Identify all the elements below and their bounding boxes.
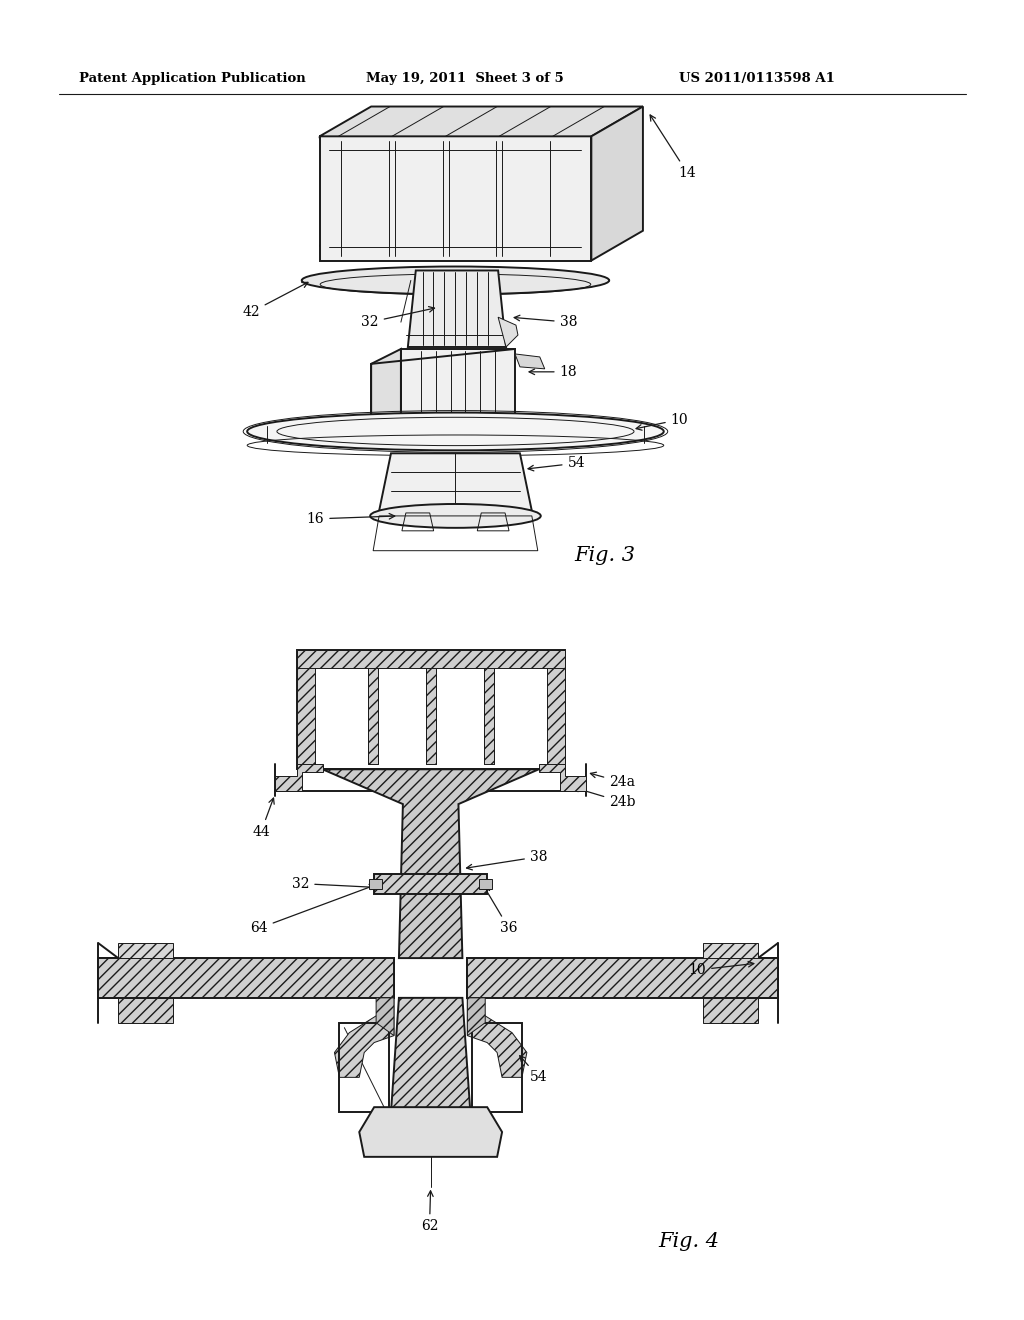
Text: 44: 44 [252, 799, 274, 840]
Text: 24a: 24a [591, 772, 635, 789]
Text: 32: 32 [361, 306, 434, 329]
Text: 10: 10 [688, 961, 754, 977]
Polygon shape [374, 874, 487, 894]
Text: 54: 54 [520, 1056, 548, 1084]
Polygon shape [703, 944, 758, 958]
Polygon shape [479, 879, 493, 888]
Ellipse shape [370, 504, 541, 528]
Text: Patent Application Publication: Patent Application Publication [79, 71, 305, 84]
Polygon shape [426, 668, 435, 764]
Text: 10: 10 [636, 413, 688, 430]
Text: 54: 54 [528, 457, 585, 471]
Polygon shape [401, 348, 515, 417]
Polygon shape [335, 998, 394, 1077]
Text: 32: 32 [292, 876, 395, 891]
Text: 62: 62 [421, 1191, 438, 1233]
Polygon shape [408, 271, 506, 347]
Polygon shape [591, 107, 643, 260]
Polygon shape [275, 764, 323, 791]
Polygon shape [319, 136, 591, 260]
Polygon shape [483, 668, 494, 764]
Polygon shape [379, 453, 531, 511]
Polygon shape [371, 348, 401, 432]
Polygon shape [370, 879, 382, 888]
Ellipse shape [247, 413, 664, 450]
Polygon shape [467, 958, 778, 998]
Text: 24b: 24b [573, 787, 636, 809]
Polygon shape [547, 649, 564, 770]
Text: 64: 64 [250, 884, 375, 936]
Polygon shape [467, 998, 485, 1036]
Polygon shape [319, 107, 643, 136]
Polygon shape [359, 1107, 502, 1156]
Text: May 19, 2011  Sheet 3 of 5: May 19, 2011 Sheet 3 of 5 [367, 71, 564, 84]
Text: 18: 18 [529, 364, 578, 379]
Ellipse shape [302, 267, 609, 294]
Polygon shape [391, 998, 470, 1113]
Polygon shape [297, 649, 314, 770]
Text: Fig. 3: Fig. 3 [574, 546, 636, 565]
Text: US 2011/0113598 A1: US 2011/0113598 A1 [679, 71, 835, 84]
Polygon shape [515, 354, 545, 368]
Polygon shape [323, 770, 539, 958]
Polygon shape [376, 998, 394, 1036]
Polygon shape [467, 998, 527, 1077]
Polygon shape [118, 944, 173, 958]
Polygon shape [118, 998, 173, 1023]
Polygon shape [498, 317, 518, 347]
Polygon shape [368, 668, 378, 764]
Polygon shape [539, 764, 587, 791]
Text: 42: 42 [243, 282, 308, 319]
Text: 14: 14 [650, 115, 696, 180]
Text: 16: 16 [306, 512, 395, 525]
Polygon shape [297, 649, 564, 668]
Text: 38: 38 [467, 850, 548, 870]
Text: Fig. 4: Fig. 4 [658, 1232, 720, 1251]
Text: 38: 38 [514, 315, 578, 329]
Polygon shape [98, 958, 394, 998]
Text: 36: 36 [484, 887, 517, 936]
Polygon shape [703, 998, 758, 1023]
